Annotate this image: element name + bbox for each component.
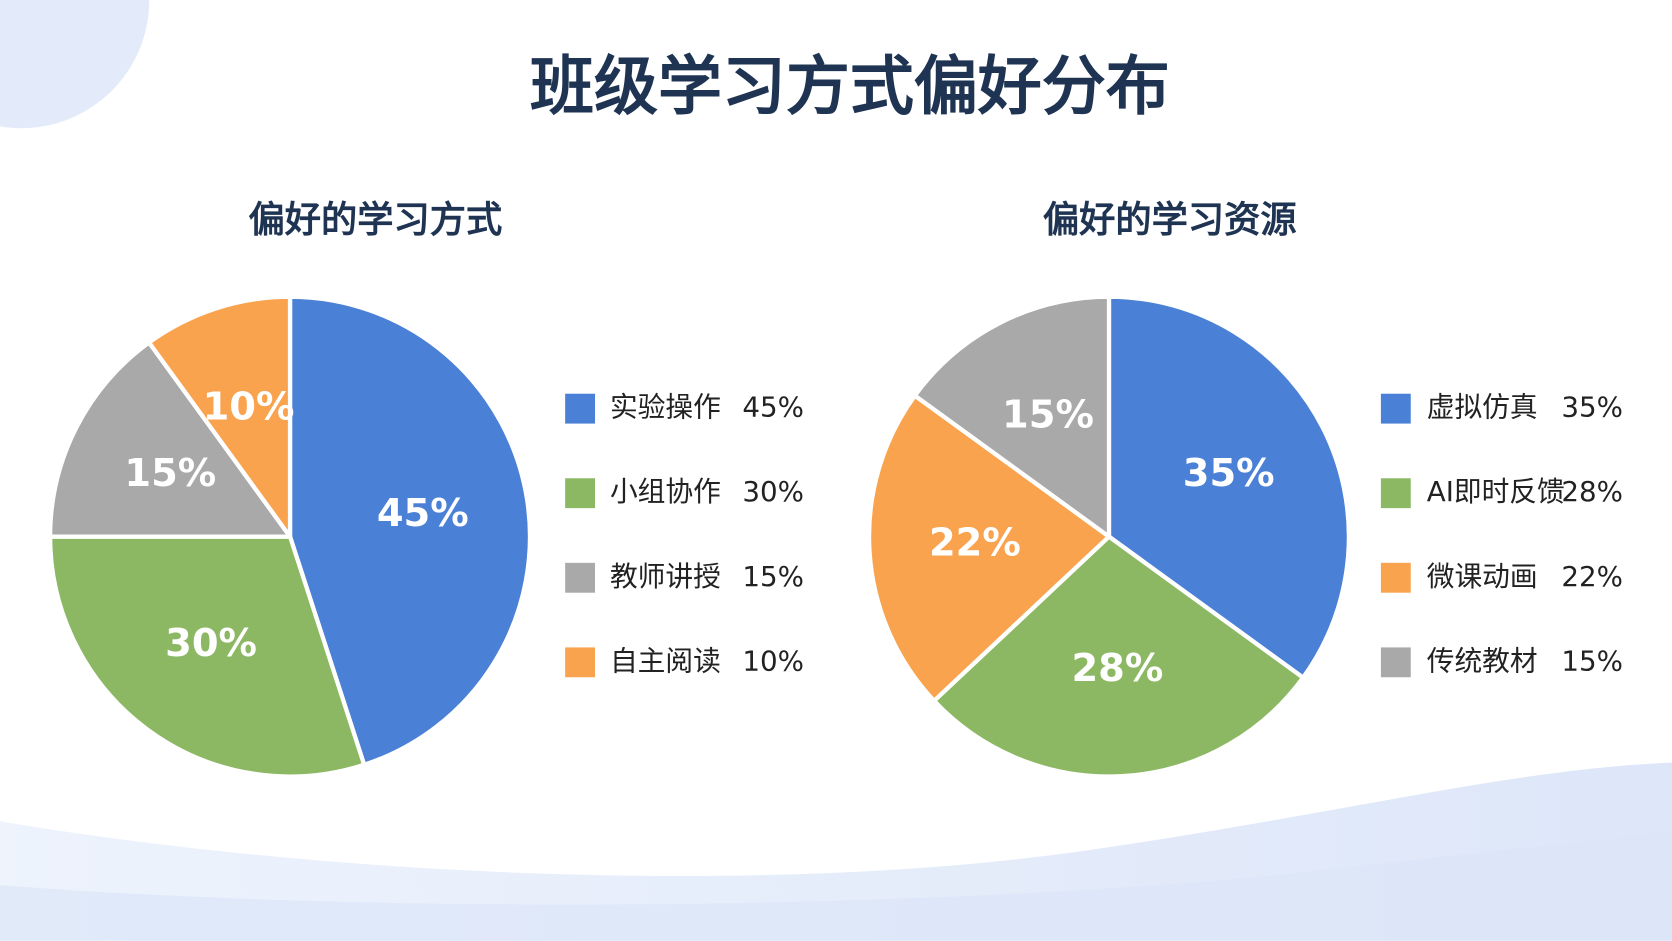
data-label: 10% xyxy=(203,384,295,429)
data-label: 15% xyxy=(1002,392,1094,437)
chart-title: 偏好的学习资源 xyxy=(1043,198,1297,241)
legend-label: 小组协作 xyxy=(610,475,721,508)
legend-swatch xyxy=(1380,562,1411,593)
legend-value: 15% xyxy=(742,560,804,593)
legend-swatch xyxy=(1380,393,1411,424)
legend-value: 30% xyxy=(742,475,804,508)
pie-slice xyxy=(931,534,1306,779)
legend-value: 28% xyxy=(1561,475,1623,508)
legend-swatch xyxy=(565,647,596,678)
legend-label: 自主阅读 xyxy=(610,644,721,677)
pie-slice xyxy=(47,340,293,539)
pie-slice xyxy=(912,294,1112,539)
pie-slice xyxy=(866,393,1112,703)
legend-swatch xyxy=(565,478,596,509)
legend-label: 虚拟仿真 xyxy=(1427,391,1538,424)
pie-slice xyxy=(47,534,367,779)
legend-swatch xyxy=(1380,478,1411,509)
legend-swatch xyxy=(1380,647,1411,678)
data-label: 15% xyxy=(124,451,216,496)
data-label: 22% xyxy=(929,521,1021,566)
legend-label: 教师讲授 xyxy=(610,560,721,593)
legend-label: 传统教材 xyxy=(1427,644,1538,677)
legend-value: 22% xyxy=(1561,560,1623,593)
legend-swatch xyxy=(565,562,596,593)
data-label: 45% xyxy=(377,491,469,536)
data-label: 35% xyxy=(1183,451,1275,496)
legend-value: 45% xyxy=(742,391,804,424)
legend-label: 实验操作 xyxy=(610,391,721,424)
legend-value: 35% xyxy=(1561,391,1623,424)
legend-label: AI即时反馈 xyxy=(1427,475,1565,508)
legend-value: 15% xyxy=(1561,644,1623,677)
data-label: 30% xyxy=(165,621,257,666)
data-label: 28% xyxy=(1071,646,1163,691)
page-title: 班级学习方式偏好分布 xyxy=(530,50,1170,124)
pie-slice xyxy=(1106,294,1352,680)
chart-title: 偏好的学习方式 xyxy=(248,198,502,241)
pie-slice xyxy=(287,294,533,767)
pie-slice xyxy=(146,294,293,539)
legend-value: 10% xyxy=(742,644,804,677)
legend-label: 微课动画 xyxy=(1427,560,1538,593)
legend-swatch xyxy=(565,393,596,424)
decor-circle xyxy=(0,0,150,129)
decor-wave xyxy=(0,831,1672,941)
